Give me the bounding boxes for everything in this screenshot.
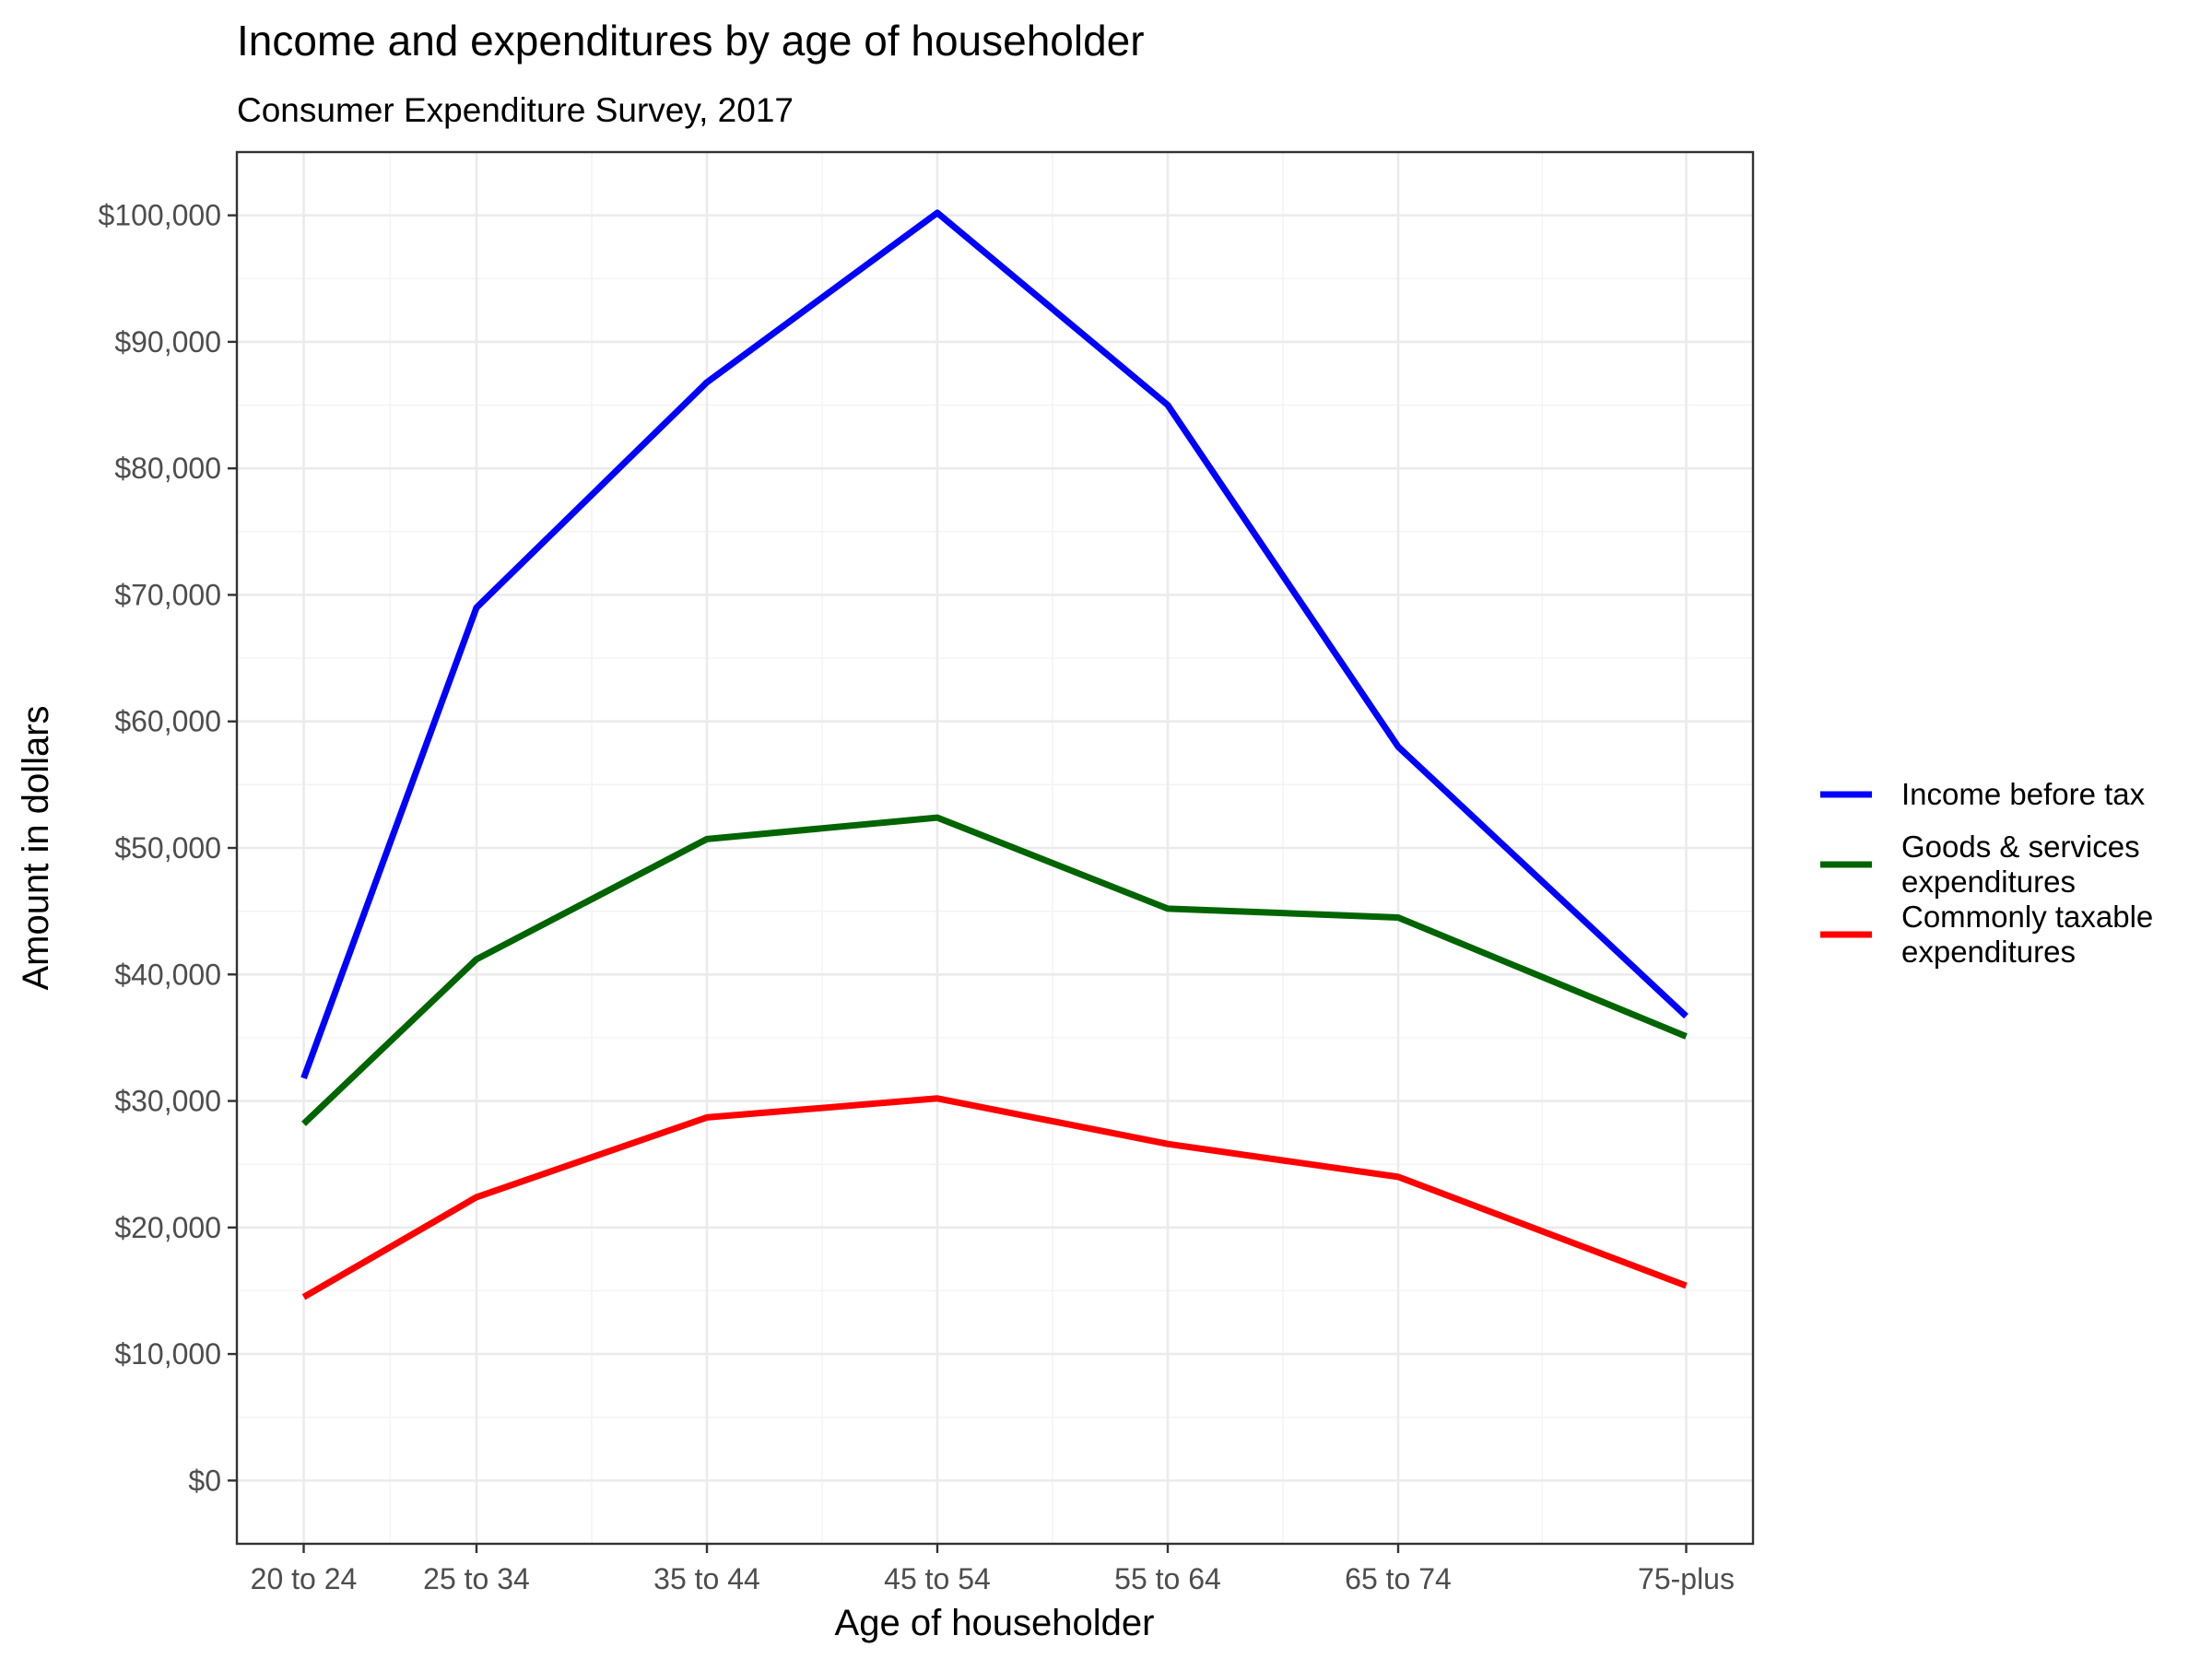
legend-label: expenditures (1901, 935, 2076, 969)
chart-title: Income and expenditures by age of househ… (237, 17, 1145, 65)
x-tick-label: 55 to 64 (1114, 1562, 1221, 1595)
y-tick-label: $70,000 (114, 578, 221, 611)
x-axis-ticks: 20 to 24 25 to 34 35 to 44 45 to 54 55 to 64… (251, 1544, 1735, 1595)
y-tick-label: $40,000 (114, 958, 221, 991)
y-tick-label: $100,000 (99, 199, 221, 232)
major-gridlines (237, 152, 1753, 1544)
x-tick-label: 75-plus (1638, 1562, 1735, 1595)
x-tick-label: 45 to 54 (884, 1562, 991, 1595)
legend-label: Goods & services (1901, 830, 2140, 864)
y-axis-ticks: $0 $10,000 $20,000 $30,000 $40,000 $50,000 $60… (99, 199, 237, 1497)
x-tick-label: 65 to 74 (1345, 1562, 1452, 1595)
legend-label: Commonly taxable (1901, 900, 2153, 934)
y-axis-title: Amount in dollars (16, 705, 56, 990)
series-line-goods-services-expenditures (301, 814, 1688, 1126)
legend-label: Income before tax (1901, 777, 2146, 811)
y-tick-label: $20,000 (114, 1211, 221, 1244)
y-tick-label: $80,000 (114, 452, 221, 485)
chart-subtitle: Consumer Expenditure Survey, 2017 (237, 91, 794, 129)
series-lines (300, 209, 1688, 1300)
y-tick-label: $60,000 (114, 705, 221, 738)
x-tick-label: 20 to 24 (251, 1562, 358, 1595)
y-tick-label: $10,000 (114, 1337, 221, 1371)
x-axis-title: Age of householder (835, 1603, 1155, 1643)
y-tick-label: $30,000 (114, 1085, 221, 1118)
legend-label: expenditures (1901, 865, 2076, 899)
series-line-commonly-taxable-expenditures (301, 1095, 1688, 1300)
y-tick-label: $90,000 (114, 325, 221, 359)
y-tick-label: $50,000 (114, 831, 221, 865)
x-tick-label: 25 to 34 (423, 1562, 530, 1595)
y-tick-label: $0 (188, 1464, 221, 1497)
x-tick-label: 35 to 44 (653, 1562, 760, 1595)
series-line-income-before-tax (300, 209, 1688, 1080)
